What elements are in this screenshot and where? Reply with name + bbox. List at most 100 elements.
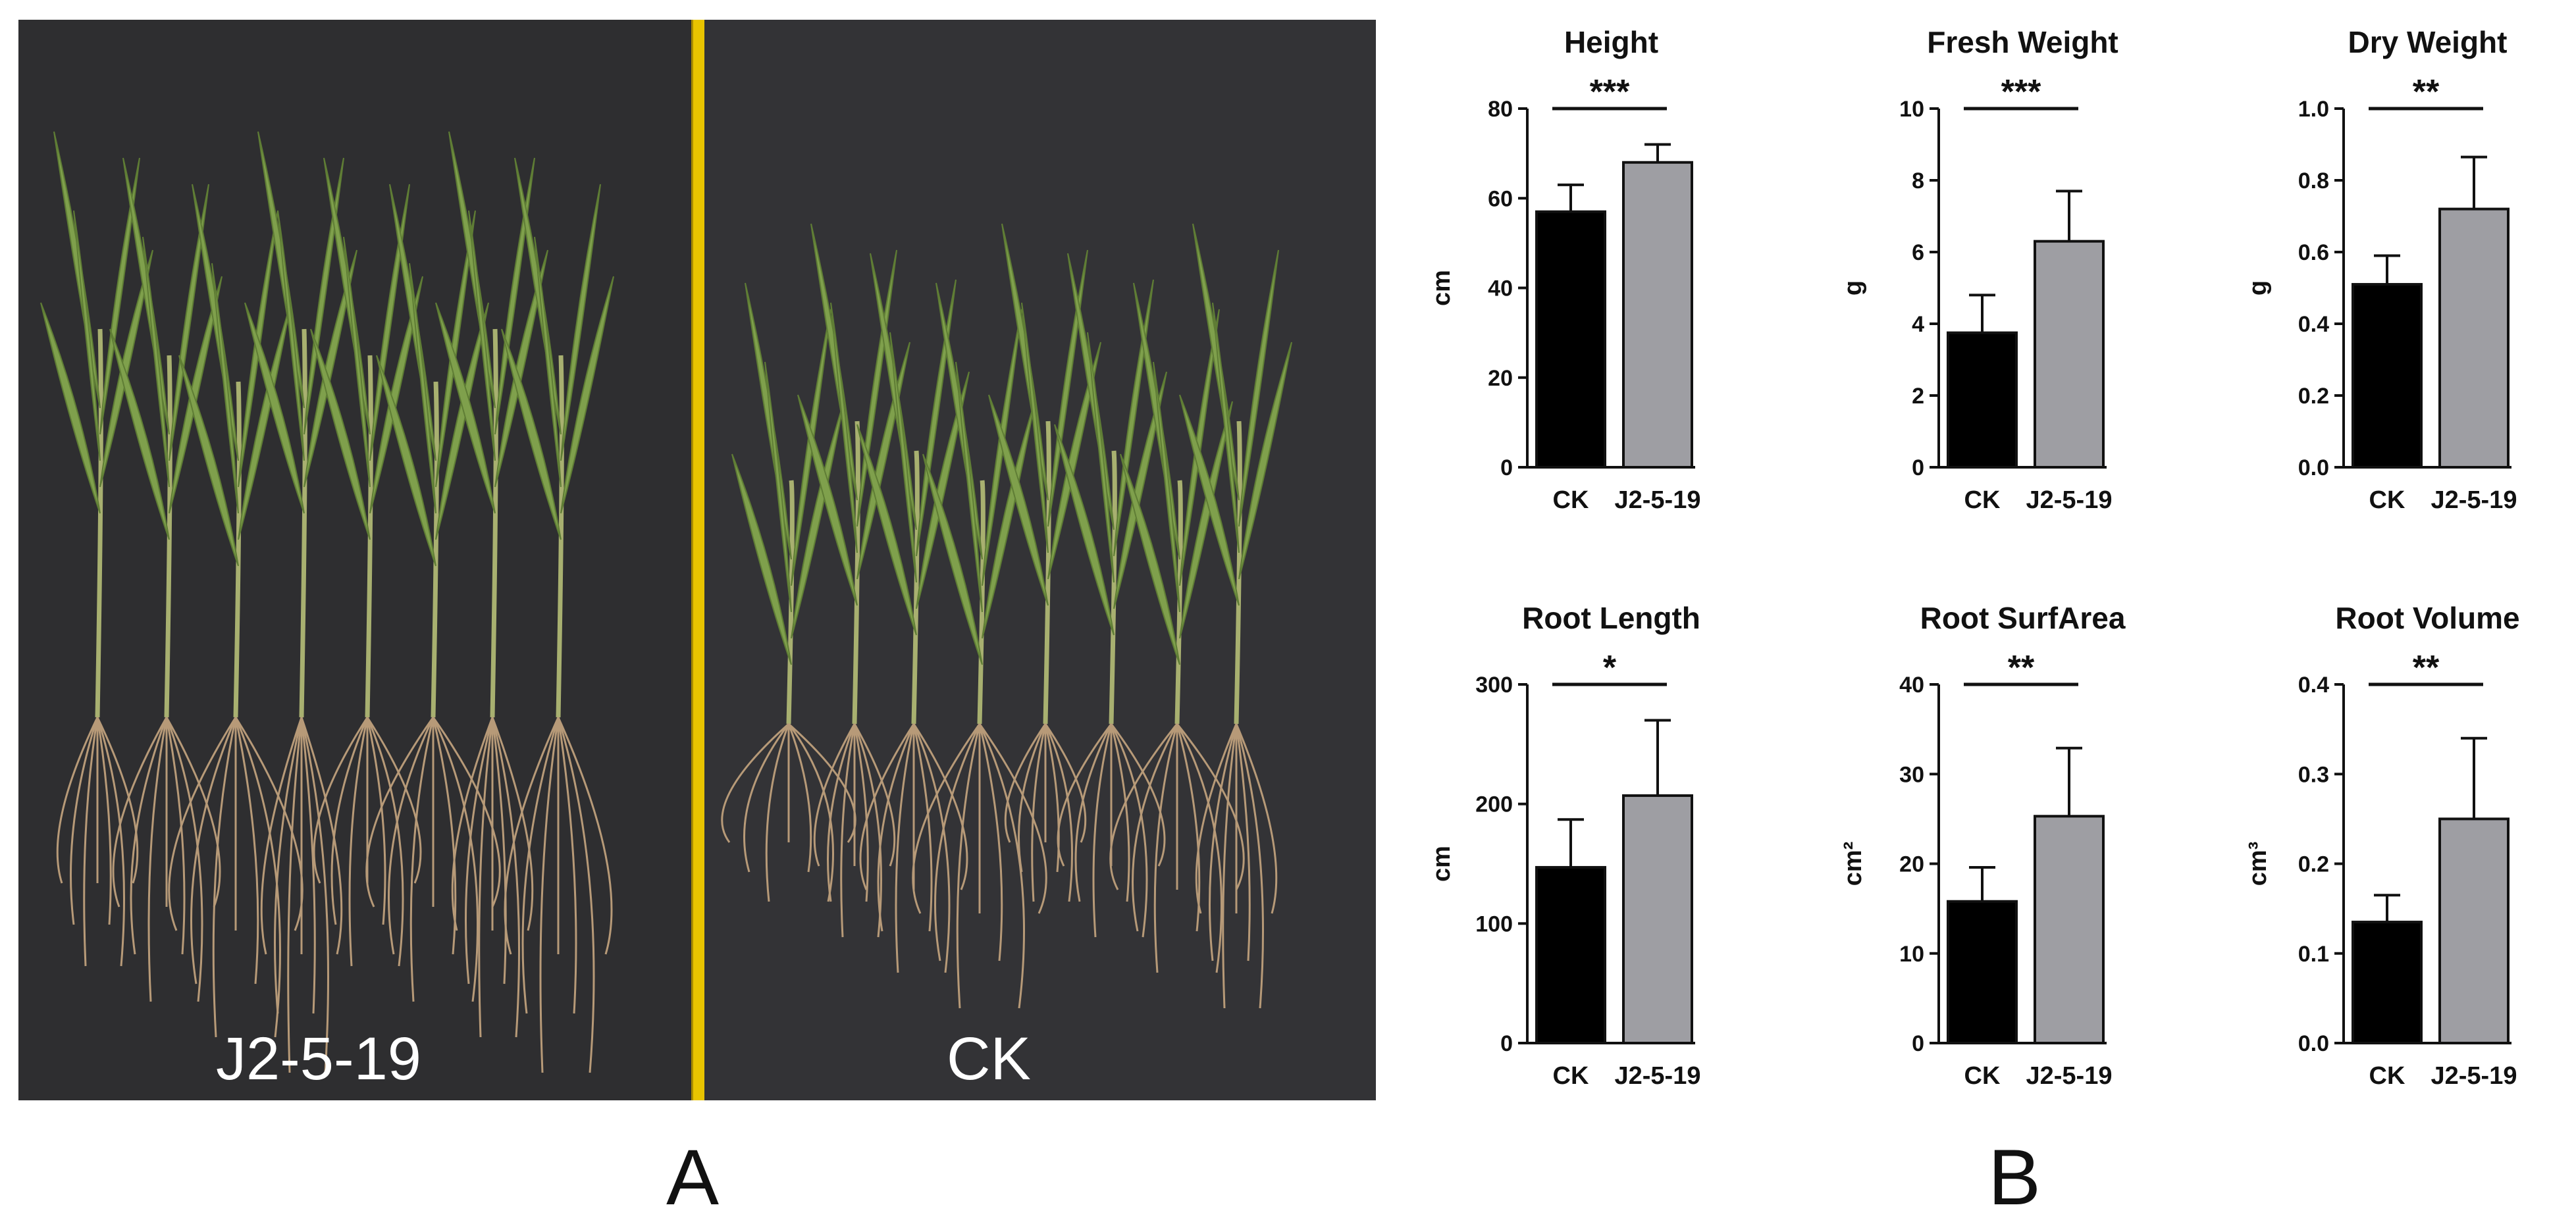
root bbox=[1235, 723, 1264, 1009]
y-tick-label: 0.0 bbox=[2298, 455, 2329, 480]
leaf bbox=[1153, 361, 1180, 613]
root bbox=[165, 717, 203, 1002]
y-tick-label: 40 bbox=[1488, 276, 1513, 301]
root bbox=[190, 717, 237, 985]
root bbox=[165, 717, 186, 955]
bar-ck bbox=[2352, 283, 2423, 469]
root bbox=[765, 723, 790, 902]
root bbox=[112, 717, 168, 908]
category-label: J2-5-19 bbox=[1615, 486, 1701, 514]
leaf bbox=[468, 210, 496, 461]
root bbox=[859, 723, 915, 890]
chart-root-surfarea: Root SurfArea ** 0 10 20 30 40 cm² CK J2-5-19 bbox=[1839, 601, 2126, 1090]
y-tick-label: 300 bbox=[1475, 673, 1513, 698]
stem bbox=[556, 355, 564, 718]
root bbox=[1110, 723, 1130, 902]
root bbox=[1004, 723, 1047, 843]
plant-l-0 bbox=[40, 131, 153, 967]
chart-dry-weight: Dry Weight ** 0.0 0.2 0.4 0.6 0.8 1.0 g CK J2-5-19 bbox=[2244, 25, 2517, 514]
category-label: J2-5-19 bbox=[2431, 1062, 2517, 1090]
leaf bbox=[435, 302, 496, 514]
leaf bbox=[1021, 302, 1049, 553]
root bbox=[504, 717, 560, 955]
y-tick-label: 20 bbox=[1488, 366, 1513, 391]
root bbox=[787, 723, 834, 902]
root bbox=[912, 723, 981, 914]
root bbox=[788, 723, 856, 843]
bar-j2-5-19 bbox=[2438, 817, 2510, 1044]
y-tick-label: 0.0 bbox=[2298, 1031, 2329, 1056]
root bbox=[165, 717, 221, 908]
root bbox=[539, 717, 560, 1073]
root bbox=[956, 723, 981, 1009]
root bbox=[70, 717, 99, 925]
root bbox=[260, 717, 303, 955]
chart-title: Height bbox=[1564, 25, 1658, 59]
root bbox=[1031, 723, 1047, 902]
bar-ck bbox=[1535, 865, 1606, 1044]
leaf bbox=[764, 361, 792, 613]
y-tick-label: 20 bbox=[1899, 852, 1924, 877]
leaf bbox=[731, 453, 792, 665]
root bbox=[348, 717, 369, 967]
root bbox=[978, 723, 1047, 914]
y-tick-label: 4 bbox=[1912, 312, 1924, 337]
root bbox=[234, 717, 259, 985]
root bbox=[478, 717, 494, 1038]
root bbox=[1044, 723, 1087, 843]
root bbox=[1153, 723, 1178, 973]
root bbox=[1132, 723, 1178, 932]
bar-ck bbox=[1947, 331, 2018, 469]
leaf bbox=[310, 328, 371, 540]
y-tick-label: 60 bbox=[1488, 186, 1513, 211]
root bbox=[432, 717, 479, 1002]
leaf bbox=[277, 210, 305, 461]
plant-photo: J2-5-19 CK bbox=[18, 20, 1376, 1100]
root bbox=[1110, 723, 1166, 867]
chart-fresh-weight: Fresh Weight *** 0 2 4 6 8 10 g CK J2-5-19 bbox=[1839, 25, 2118, 514]
root bbox=[330, 717, 369, 925]
plant-l-7 bbox=[501, 157, 614, 1073]
root bbox=[1235, 723, 1278, 914]
category-label: CK bbox=[2369, 1062, 2405, 1090]
y-axis-label: g bbox=[2244, 280, 2272, 295]
stem bbox=[95, 328, 103, 718]
root bbox=[1195, 723, 1238, 914]
root bbox=[56, 717, 99, 884]
stem bbox=[1174, 480, 1183, 725]
bar-j2-5-19 bbox=[1622, 161, 1693, 469]
y-tick-label: 0.4 bbox=[2298, 673, 2329, 698]
leaf bbox=[1047, 342, 1101, 580]
leaf bbox=[1179, 394, 1240, 606]
plant-r-4 bbox=[988, 223, 1101, 902]
root bbox=[96, 717, 139, 884]
y-tick-label: 0.2 bbox=[2298, 852, 2329, 877]
chart-root-length: Root Length * 0 100 200 300 cm CK J2-5-19 bbox=[1428, 601, 1700, 1090]
photo-label-j2-5-19: J2-5-19 bbox=[216, 1025, 421, 1092]
y-tick-label: 0 bbox=[1500, 1031, 1513, 1056]
y-tick-label: 0.8 bbox=[2298, 168, 2329, 193]
root bbox=[1074, 723, 1113, 902]
significance-stars: *** bbox=[2001, 73, 2041, 111]
leaf bbox=[922, 453, 983, 665]
root bbox=[853, 723, 896, 867]
root bbox=[168, 717, 237, 931]
root bbox=[274, 717, 303, 1014]
root bbox=[96, 717, 125, 967]
root bbox=[787, 723, 812, 873]
y-tick-label: 8 bbox=[1912, 168, 1924, 193]
y-axis-label: cm³ bbox=[2244, 842, 2272, 886]
root bbox=[853, 723, 869, 902]
panel-b-letter: B bbox=[1988, 1133, 2041, 1221]
chart-height: Height *** 0 20 40 60 80 cm CK J2-5-19 bbox=[1428, 25, 1700, 514]
root bbox=[409, 717, 434, 1002]
root bbox=[234, 717, 281, 1038]
y-axis-label: cm² bbox=[1839, 842, 1867, 886]
stem bbox=[977, 480, 986, 725]
y-axis-label: g bbox=[1839, 280, 1867, 295]
y-tick-label: 0 bbox=[1912, 1031, 1924, 1056]
root bbox=[147, 717, 168, 1002]
bar-j2-5-19 bbox=[1622, 794, 1693, 1044]
leaf bbox=[988, 394, 1049, 606]
